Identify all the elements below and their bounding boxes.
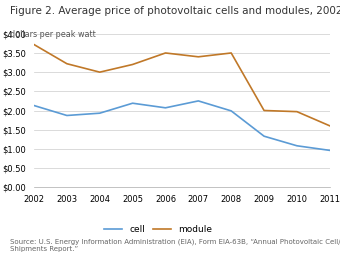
Legend: cell, module: cell, module — [104, 225, 212, 235]
cell — [164, 106, 168, 109]
module — [229, 51, 233, 55]
cell — [98, 112, 102, 115]
module — [295, 110, 299, 113]
module — [98, 70, 102, 74]
Text: Figure 2. Average price of photovoltaic cells and modules, 2002-2011: Figure 2. Average price of photovoltaic … — [10, 6, 340, 16]
Line: module: module — [34, 44, 330, 126]
module — [65, 62, 69, 65]
cell — [131, 102, 135, 105]
cell — [32, 104, 36, 107]
module — [131, 63, 135, 66]
module — [328, 124, 332, 127]
cell — [328, 149, 332, 152]
cell — [229, 109, 233, 112]
cell — [65, 114, 69, 117]
Line: cell: cell — [34, 101, 330, 150]
cell — [295, 144, 299, 147]
module — [262, 109, 266, 112]
cell — [196, 99, 200, 102]
module — [196, 55, 200, 58]
Text: Source: U.S. Energy Information Administration (EIA), Form EIA-63B, “Annual Phot: Source: U.S. Energy Information Administ… — [10, 239, 340, 252]
module — [32, 43, 36, 46]
module — [164, 51, 168, 55]
cell — [262, 135, 266, 138]
Text: dollars per peak watt: dollars per peak watt — [10, 30, 96, 39]
